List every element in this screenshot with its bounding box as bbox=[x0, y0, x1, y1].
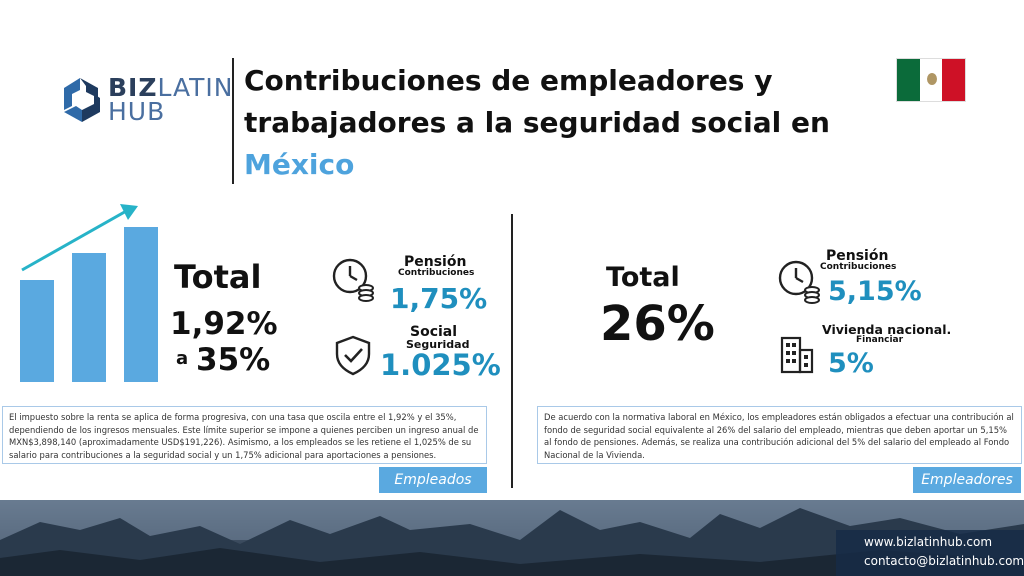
growth-chart-icon bbox=[20, 204, 158, 382]
coastal-rocks-image bbox=[0, 500, 1024, 576]
section-divider bbox=[511, 214, 513, 488]
left-item2-title: Social bbox=[410, 324, 458, 340]
bizlatinhub-logo-icon bbox=[64, 78, 100, 122]
mexico-flag-icon bbox=[896, 58, 966, 102]
left-description: El impuesto sobre la renta se aplica de … bbox=[2, 406, 487, 464]
website-link[interactable]: www.bizlatinhub.com bbox=[864, 535, 993, 549]
page-title: Contribuciones de empleadores y trabajad… bbox=[244, 60, 864, 186]
right-total-label: Total bbox=[606, 262, 680, 293]
left-item1-subtitle: Contribuciones bbox=[398, 268, 475, 278]
left-range-to: 35% bbox=[196, 342, 271, 378]
right-item1-value: 5,15% bbox=[828, 276, 922, 307]
left-range-from: 1,92% bbox=[170, 306, 278, 342]
contact-box: www.bizlatinhub.com contacto@bizlatinhub… bbox=[836, 530, 1024, 576]
left-item2-subtitle: Seguridad bbox=[406, 338, 470, 351]
clock-coins-icon bbox=[778, 260, 820, 304]
shield-check-icon bbox=[335, 335, 371, 376]
logo-text: BIZLATIN HUB bbox=[108, 73, 234, 126]
email-link[interactable]: contacto@bizlatinhub.com bbox=[864, 554, 1024, 568]
right-tag-empleadores: Empleadores bbox=[912, 466, 1022, 494]
left-range-separator: a bbox=[176, 348, 189, 369]
left-item1-value: 1,75% bbox=[390, 282, 488, 315]
bizlatinhub-logo: BIZLATIN HUB bbox=[60, 74, 232, 130]
header-divider bbox=[232, 58, 234, 184]
right-item2-value: 5% bbox=[828, 348, 874, 379]
right-description: De acuerdo con la normativa laboral en M… bbox=[537, 406, 1022, 464]
page-title-country: México bbox=[244, 148, 355, 181]
right-total-value: 26% bbox=[600, 296, 715, 352]
clock-coins-icon bbox=[332, 258, 374, 302]
left-total-label: Total bbox=[174, 258, 262, 296]
right-item2-subtitle: Financiar bbox=[856, 335, 904, 345]
left-tag-empleados: Empleados bbox=[378, 466, 488, 494]
right-item1-subtitle: Contribuciones bbox=[820, 262, 897, 272]
left-item1-title: Pensión bbox=[404, 254, 467, 270]
left-item2-value: 1.025% bbox=[380, 348, 501, 382]
building-icon bbox=[780, 336, 814, 374]
right-item2-title: Vivienda nacional. bbox=[822, 322, 952, 337]
right-item1-title: Pensión bbox=[826, 248, 889, 264]
